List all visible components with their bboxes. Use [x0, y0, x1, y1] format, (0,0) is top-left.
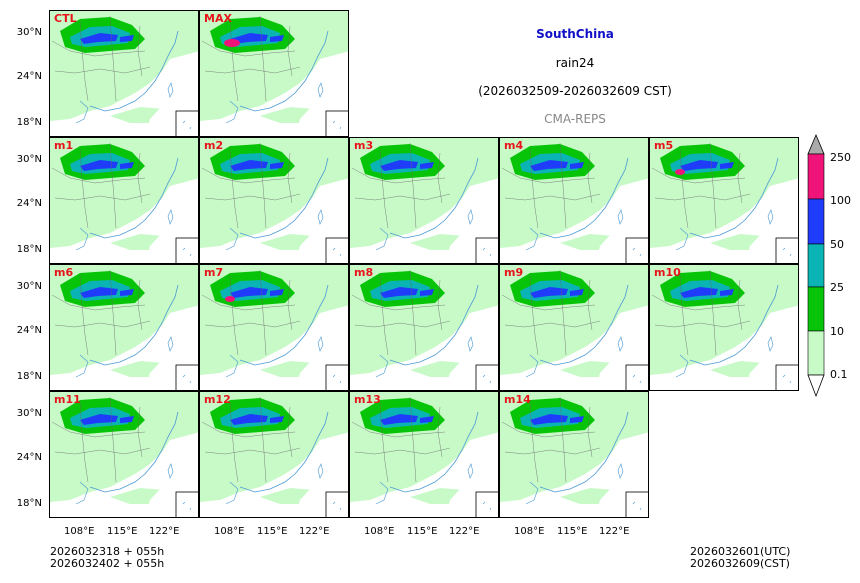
colorbar-tick: 50: [830, 238, 844, 251]
colorbar-under-triangle: [807, 374, 825, 398]
map-m4: [500, 138, 648, 263]
colorbar-bin-50: [807, 243, 825, 288]
lon-label: 108°E: [514, 526, 545, 537]
init-time-block: 2026032318 + 055h 2026032402 + 055h: [50, 546, 164, 570]
panel-label: m6: [54, 266, 74, 279]
map-m2: [200, 138, 348, 263]
map-panel-ctl: CTL: [49, 10, 199, 137]
panel-label: m1: [54, 139, 74, 152]
valid-time-block: 2026032601(UTC) 2026032609(CST): [690, 546, 790, 570]
lon-label: 122°E: [449, 526, 480, 537]
colorbar-over-triangle: [807, 133, 825, 155]
valid-cst: 2026032609(CST): [690, 557, 790, 570]
lon-label: 122°E: [149, 526, 180, 537]
lat-label: 18°N: [16, 498, 42, 509]
colorbar-bin-250: [807, 153, 825, 200]
map-panel-m12: m12: [199, 391, 349, 518]
map-m6: [50, 265, 198, 390]
lat-label: 24°N: [16, 71, 42, 82]
colorbar-tick: 100: [830, 194, 851, 207]
map-m14: [500, 392, 648, 517]
lon-label: 108°E: [64, 526, 95, 537]
lon-label: 122°E: [599, 526, 630, 537]
map-m10: [650, 265, 798, 390]
map-panel-m13: m13: [349, 391, 499, 518]
map-panel-m9: m9: [499, 264, 649, 391]
region-title: SouthChina: [536, 27, 614, 41]
panel-label: m2: [204, 139, 224, 152]
map-panel-m4: m4: [499, 137, 649, 264]
panel-label: m12: [204, 393, 231, 406]
panel-label: m5: [654, 139, 674, 152]
map-panel-max: MAX: [199, 10, 349, 137]
lon-label: 108°E: [364, 526, 395, 537]
panel-label: MAX: [204, 12, 232, 25]
init-utc: 2026032318 + 055h: [50, 545, 165, 558]
lon-label: 115°E: [557, 526, 588, 537]
map-m13: [350, 392, 498, 517]
map-panel-m5: m5: [649, 137, 799, 264]
map-max: [200, 11, 348, 136]
panel-label: m14: [504, 393, 531, 406]
lon-label: 108°E: [214, 526, 245, 537]
map-m11: [50, 392, 198, 517]
lat-label: 24°N: [16, 198, 42, 209]
init-cst: 2026032402 + 055h: [50, 557, 165, 570]
lon-label: 115°E: [107, 526, 138, 537]
colorbar-tick: 10: [830, 325, 844, 338]
map-ctl: [50, 11, 198, 136]
colorbar-tick: 250: [830, 151, 851, 164]
map-m1: [50, 138, 198, 263]
panel-label: m9: [504, 266, 524, 279]
map-panel-m2: m2: [199, 137, 349, 264]
panel-label: m13: [354, 393, 381, 406]
period-title: (2026032509-2026032609 CST): [478, 84, 672, 98]
map-panel-m10: m10: [649, 264, 799, 391]
lat-label: 30°N: [16, 281, 42, 292]
lat-label: 30°N: [16, 154, 42, 165]
map-panel-m11: m11: [49, 391, 199, 518]
map-m9: [500, 265, 648, 390]
map-panel-m14: m14: [499, 391, 649, 518]
lat-label: 30°N: [16, 408, 42, 419]
lon-label: 115°E: [407, 526, 438, 537]
map-m3: [350, 138, 498, 263]
variable-title: rain24: [555, 56, 595, 70]
panel-label: CTL: [54, 12, 77, 25]
lon-label: 122°E: [299, 526, 330, 537]
map-m8: [350, 265, 498, 390]
panel-label: m7: [204, 266, 224, 279]
lat-label: 18°N: [16, 371, 42, 382]
lat-label: 18°N: [16, 117, 42, 128]
lat-label: 24°N: [16, 325, 42, 336]
lat-label: 18°N: [16, 244, 42, 255]
panel-label: m10: [654, 266, 681, 279]
map-panel-m7: m7: [199, 264, 349, 391]
map-panel-m6: m6: [49, 264, 199, 391]
map-panel-m8: m8: [349, 264, 499, 391]
colorbar-bin-10: [807, 330, 825, 376]
lat-label: 30°N: [16, 27, 42, 38]
map-m7: [200, 265, 348, 390]
source-title: CMA-REPS: [544, 112, 606, 126]
colorbar-tick: 0.1: [830, 368, 848, 381]
colorbar-bin-100: [807, 198, 825, 245]
lat-label: 24°N: [16, 452, 42, 463]
valid-utc: 2026032601(UTC): [690, 545, 791, 558]
panel-label: m4: [504, 139, 524, 152]
map-panel-m3: m3: [349, 137, 499, 264]
panel-label: m3: [354, 139, 374, 152]
panel-label: m11: [54, 393, 81, 406]
colorbar-tick: 25: [830, 281, 844, 294]
map-panel-m1: m1: [49, 137, 199, 264]
colorbar-bin-25: [807, 286, 825, 332]
lon-label: 115°E: [257, 526, 288, 537]
map-m12: [200, 392, 348, 517]
colorbar: [807, 133, 825, 398]
panel-label: m8: [354, 266, 374, 279]
map-m5: [650, 138, 798, 263]
